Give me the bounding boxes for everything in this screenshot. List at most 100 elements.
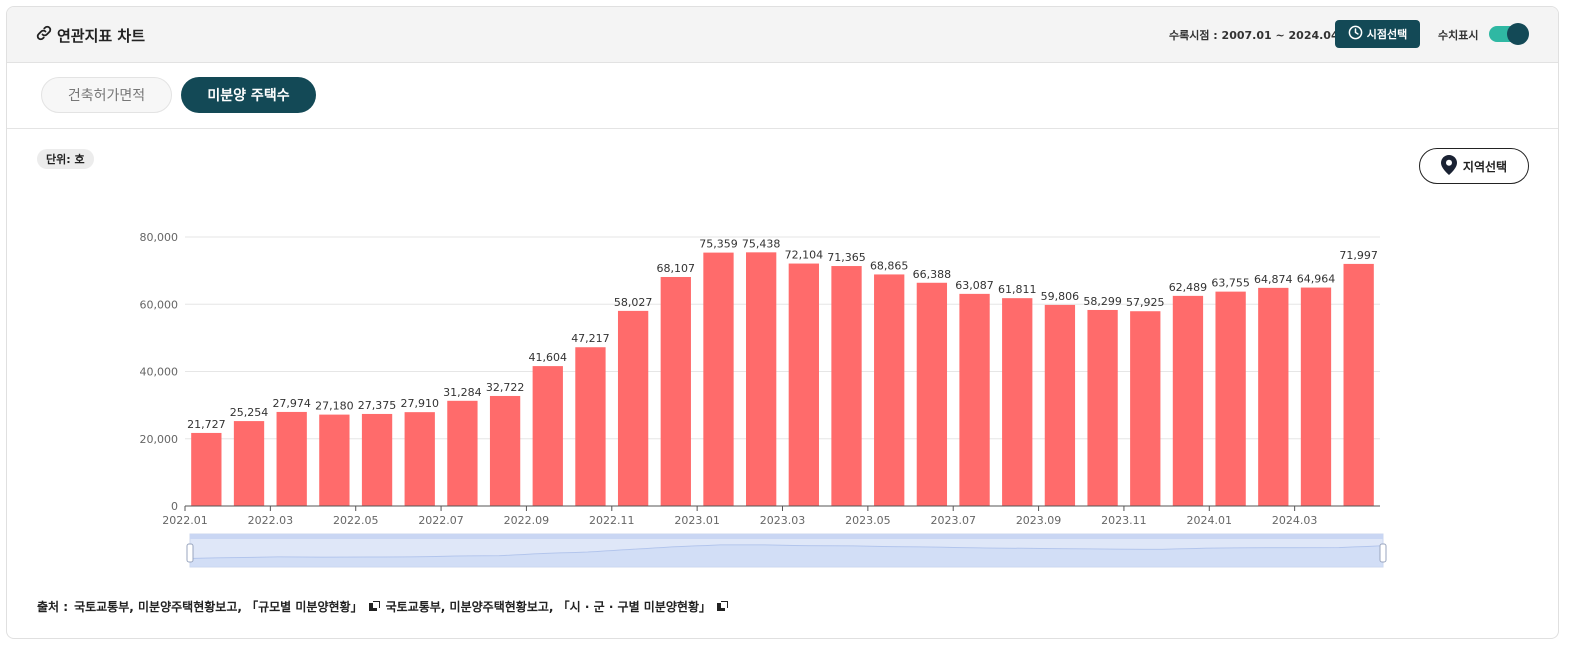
data-label: 62,489 [1169,281,1208,294]
bar [361,413,393,506]
bar [1300,287,1332,506]
y-tick-label: 40,000 [140,366,179,379]
bar [1343,263,1374,506]
x-tick-label: 2024.03 [1272,514,1318,527]
region-select-button[interactable]: 지역선택 [1419,148,1529,184]
location-pin-icon [1440,154,1457,178]
data-label: 58,299 [1083,295,1122,308]
bar [831,266,862,506]
bar [874,274,905,506]
data-label: 68,865 [870,259,909,272]
unit-badge: 단위: 호 [37,149,94,169]
period-label: 수록시점 : 2007.01 ~ 2024.04 [1169,29,1339,42]
data-label: 64,964 [1297,273,1336,286]
external-link-icon[interactable] [368,601,380,612]
x-tick-label: 2022.05 [333,514,379,527]
bar [489,395,521,506]
y-tick-label: 20,000 [140,433,179,446]
bar [404,412,435,506]
data-label: 61,811 [998,283,1037,296]
data-label: 21,727 [187,418,226,431]
data-label: 64,874 [1254,273,1293,286]
x-tick-label: 2022.07 [418,514,464,527]
panel-title-text: 연관지표 차트 [57,26,146,45]
bar [1258,287,1289,506]
y-tick-label: 80,000 [140,231,179,244]
bar [617,310,649,506]
data-label: 25,254 [230,406,269,419]
data-label: 47,217 [571,332,610,345]
data-label: 63,087 [955,279,994,292]
data-label: 71,997 [1339,249,1378,262]
bar [532,366,563,506]
bar [191,432,222,506]
data-label: 27,180 [315,400,354,413]
y-tick-label: 60,000 [140,298,179,311]
zoom-handle[interactable] [186,543,194,563]
x-tick-label: 2023.05 [845,514,891,527]
bar [447,400,478,506]
data-label: 27,974 [272,397,311,410]
bar [788,263,819,506]
data-label: 27,910 [400,397,439,410]
source-link-2[interactable]: 국토교통부, 미분양주택현황보고, 「시 · 군 · 구별 미분양현황」 [385,600,712,614]
bar [916,282,948,506]
data-label: 75,438 [742,237,781,250]
bar [1002,298,1033,506]
data-label: 59,806 [1041,290,1080,303]
x-tick-label: 2023.11 [1101,514,1147,527]
zoom-slider-bar [190,534,1383,539]
x-tick-label: 2022.01 [162,514,208,527]
value-display-label: 수치표시 [1438,29,1479,42]
bar [1044,304,1076,506]
time-select-button[interactable]: 시점선택 [1335,20,1420,48]
link-icon [35,24,53,46]
source-prefix: 출처 : [37,600,69,614]
clock-icon [1348,25,1363,43]
data-label: 68,107 [657,262,696,275]
source-line: 출처 : 국토교통부, 미분양주택현황보고, 「규모별 미분양현황」 국토교통부… [37,598,729,615]
x-tick-label: 2023.09 [1016,514,1062,527]
x-tick-label: 2022.03 [248,514,294,527]
tab-bar: 건축허가면적 미분양 주택수 [7,64,1558,129]
value-display-toggle[interactable] [1489,23,1529,45]
panel-title: 연관지표 차트 [35,24,145,46]
bar [703,252,734,506]
bar [1130,311,1161,506]
data-label: 41,604 [529,351,568,364]
bar [660,276,691,506]
external-link-icon[interactable] [717,601,729,612]
data-label: 31,284 [443,386,482,399]
data-label: 58,027 [614,296,653,309]
data-label: 63,755 [1211,277,1250,290]
region-select-label: 지역선택 [1462,159,1508,174]
toggle-knob [1507,23,1529,45]
bar [1215,291,1246,506]
x-tick-label: 2022.09 [504,514,550,527]
bar [319,414,350,506]
chart-panel: 연관지표 차트 수록시점 : 2007.01 ~ 2024.04 시점선택 수치… [6,6,1559,639]
data-label: 72,104 [785,249,824,262]
x-tick-label: 2024.01 [1187,514,1233,527]
bar [233,421,265,506]
data-label: 27,375 [358,399,397,412]
time-select-label: 시점선택 [1366,28,1408,41]
source-link-1[interactable]: 국토교통부, 미분양주택현황보고, 「규모별 미분양현황」 [74,600,363,614]
y-tick-label: 0 [171,500,178,513]
x-tick-label: 2023.07 [930,514,976,527]
data-label: 66,388 [913,268,952,281]
data-label: 32,722 [486,381,525,394]
bar-chart: 020,00040,00060,00080,00021,72725,25427,… [140,231,1387,568]
data-label: 75,359 [699,238,738,251]
bar [1172,295,1204,506]
x-tick-label: 2023.03 [760,514,806,527]
x-tick-label: 2022.11 [589,514,635,527]
tab-unsold-housing[interactable]: 미분양 주택수 [181,77,316,113]
bar [959,293,990,506]
x-tick-label: 2023.01 [674,514,720,527]
data-label: 57,925 [1126,296,1165,309]
zoom-handle[interactable] [1379,543,1387,563]
bar [746,252,777,506]
tab-building-permit-area[interactable]: 건축허가면적 [41,77,172,113]
bar [276,411,307,506]
